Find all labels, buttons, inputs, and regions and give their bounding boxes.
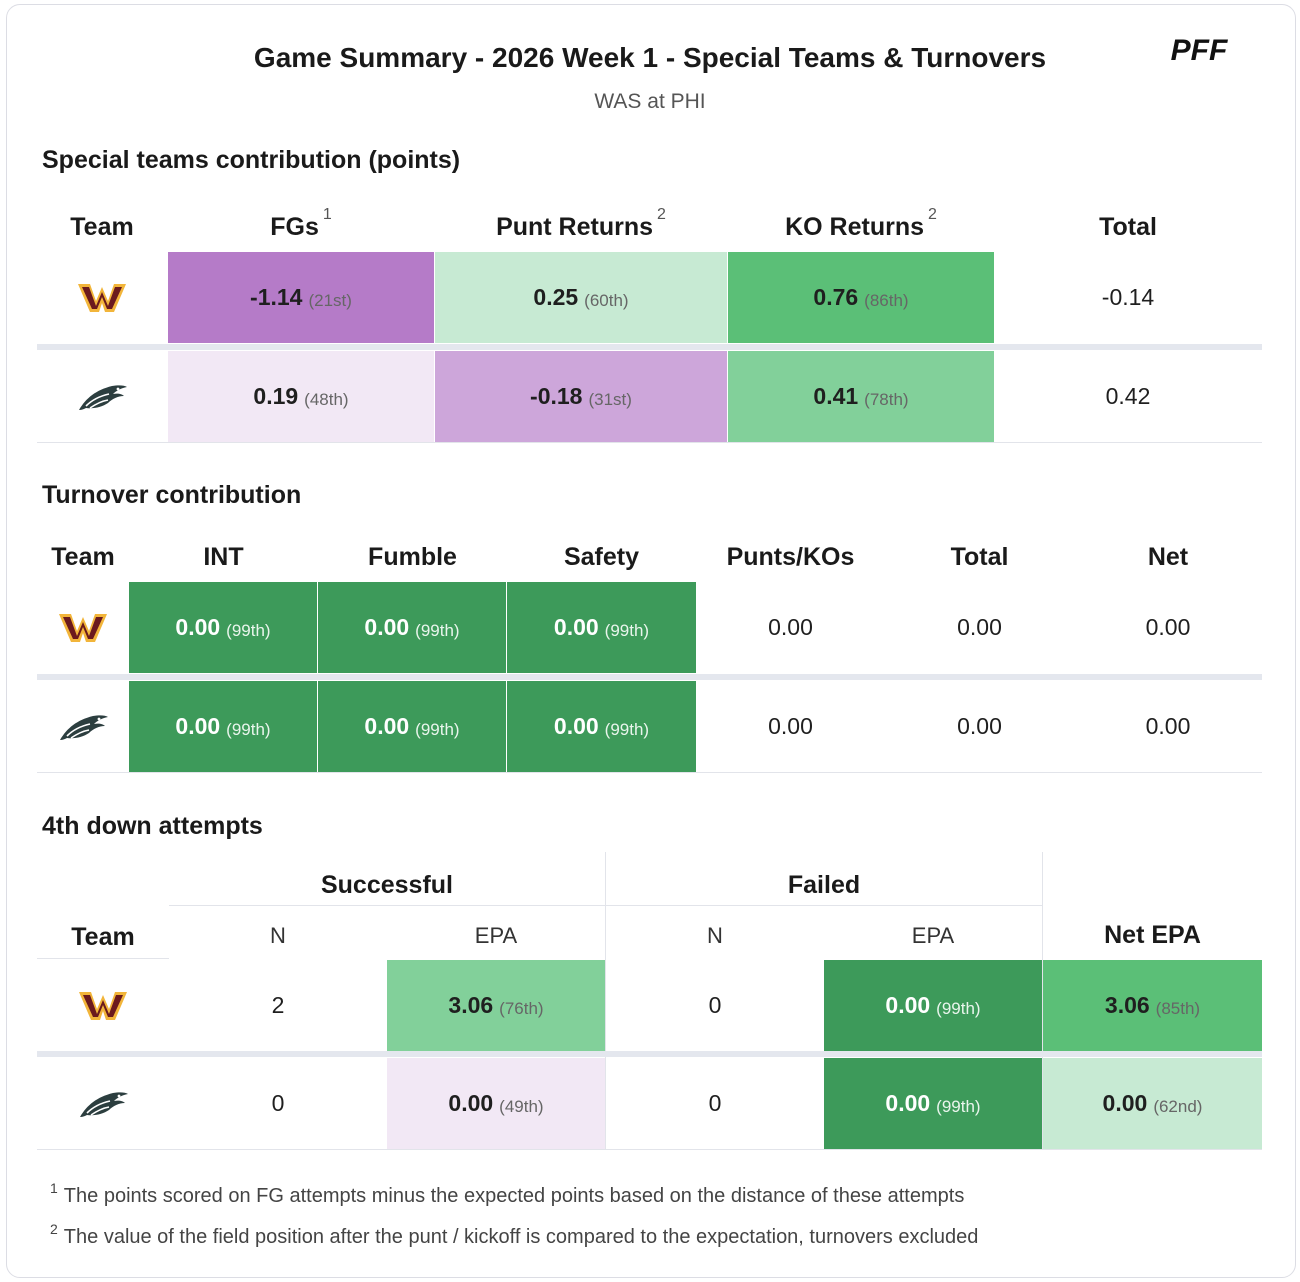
game-subtitle: WAS at PHI (594, 90, 706, 113)
eagles-logo-icon (80, 1091, 128, 1117)
to-phi-punts: 0.00 (768, 713, 813, 739)
to-header-fumble: Fumble (368, 542, 457, 571)
team-underline (37, 958, 169, 959)
st-phi-total: 0.42 (1105, 383, 1151, 409)
st-was-fgs: -1.14 (21st) (168, 252, 434, 343)
footnote-1: 1 The points scored on FG attempts minus … (50, 1180, 965, 1207)
to-header-team: Team (51, 542, 115, 571)
fd-was-fail-n: 0 (708, 992, 722, 1018)
fd-header-fail-n: N (707, 923, 723, 948)
fd-phi-fail-n: 0 (708, 1090, 722, 1116)
st-phi-ko: 0.41 (78th) (728, 351, 994, 442)
commanders-logo-icon (78, 283, 126, 312)
to-header-total: Total (950, 542, 1009, 571)
to-was-fumble: 0.00 (99th) (318, 582, 506, 673)
turnover-title: Turnover contribution (42, 481, 302, 509)
to-phi-total: 0.00 (957, 713, 1002, 739)
commanders-logo-icon (59, 613, 107, 642)
st-was-ko: 0.76 (86th) (728, 252, 994, 343)
row-separator (37, 674, 1262, 680)
special-teams-title: Special teams contribution (points) (42, 146, 461, 174)
table-bottom-rule (37, 1149, 1262, 1150)
fd-header-succ-epa: EPA (474, 923, 518, 948)
team-logo-phi (37, 351, 167, 442)
fd-was-succ-n: 2 (271, 992, 285, 1018)
to-header-safety: Safety (563, 542, 640, 571)
to-phi-int: 0.00 (99th) (129, 681, 317, 772)
to-was-safety: 0.00 (99th) (507, 582, 696, 673)
to-was-punts: 0.00 (768, 614, 813, 640)
fd-was-fail-epa: 0.00 (99th) (824, 960, 1042, 1051)
to-phi-fumble: 0.00 (99th) (318, 681, 506, 772)
fd-phi-succ-epa: 0.00 (49th) (387, 1058, 605, 1149)
fd-group-successful: Successful (320, 870, 453, 899)
fd-header-succ-n: N (270, 923, 286, 948)
fd-group-failed: Failed (787, 870, 861, 899)
fd-was-succ-epa: 3.06 (76th) (387, 960, 605, 1051)
commanders-logo-icon (79, 991, 127, 1020)
team-logo-phi (37, 681, 129, 772)
team-logo-was (37, 582, 129, 673)
st-was-punt: 0.25 (60th) (435, 252, 727, 343)
row-separator (37, 344, 1262, 350)
st-header-punt-returns: Punt Returns 2 (496, 206, 666, 241)
st-header-fgs: FGs 1 (270, 206, 332, 241)
fd-header-fail-epa: EPA (911, 923, 955, 948)
to-phi-net: 0.00 (1145, 713, 1191, 739)
fourth-down-title: 4th down attempts (42, 812, 263, 840)
table-bottom-rule (37, 772, 1262, 773)
st-was-total: -0.14 (1101, 284, 1155, 310)
to-was-total: 0.00 (957, 614, 1002, 640)
st-header-total: Total (1099, 212, 1157, 241)
to-header-punts-kos: Punts/KOs (726, 542, 855, 571)
team-logo-was (37, 252, 167, 343)
fd-header-team: Team (71, 922, 135, 951)
row-separator (37, 1051, 1262, 1057)
st-phi-punt: -0.18 (31st) (435, 351, 727, 442)
team-logo-was (37, 960, 169, 1051)
fd-phi-succ-n: 0 (271, 1090, 285, 1116)
page-title: Game Summary - 2026 Week 1 - Special Tea… (253, 42, 1047, 73)
table-bottom-rule (37, 442, 1262, 443)
eagles-logo-icon (79, 384, 127, 410)
pff-logo-icon: PFF (1171, 36, 1228, 66)
fd-phi-net: 0.00 (62nd) (1043, 1058, 1262, 1149)
fd-header-net-epa: Net EPA (1104, 920, 1201, 949)
st-header-ko-returns: KO Returns 2 (785, 206, 937, 241)
to-header-net: Net (1147, 542, 1189, 571)
group-underline (169, 905, 1042, 906)
fd-phi-fail-epa: 0.00 (99th) (824, 1058, 1042, 1149)
group-divider (605, 852, 606, 1150)
to-was-int: 0.00 (99th) (129, 582, 317, 673)
st-header-team: Team (70, 212, 134, 241)
to-phi-safety: 0.00 (99th) (507, 681, 696, 772)
to-header-int: INT (203, 542, 244, 571)
footnote-2: 2 The value of the field position after t… (50, 1221, 979, 1248)
team-logo-phi (37, 1058, 169, 1149)
svg-text:PFF: PFF (1171, 36, 1228, 66)
eagles-logo-icon (60, 714, 108, 740)
st-phi-fgs: 0.19 (48th) (168, 351, 434, 442)
fd-was-net: 3.06 (85th) (1043, 960, 1262, 1051)
group-divider (1042, 852, 1043, 1150)
to-was-net: 0.00 (1145, 614, 1191, 640)
